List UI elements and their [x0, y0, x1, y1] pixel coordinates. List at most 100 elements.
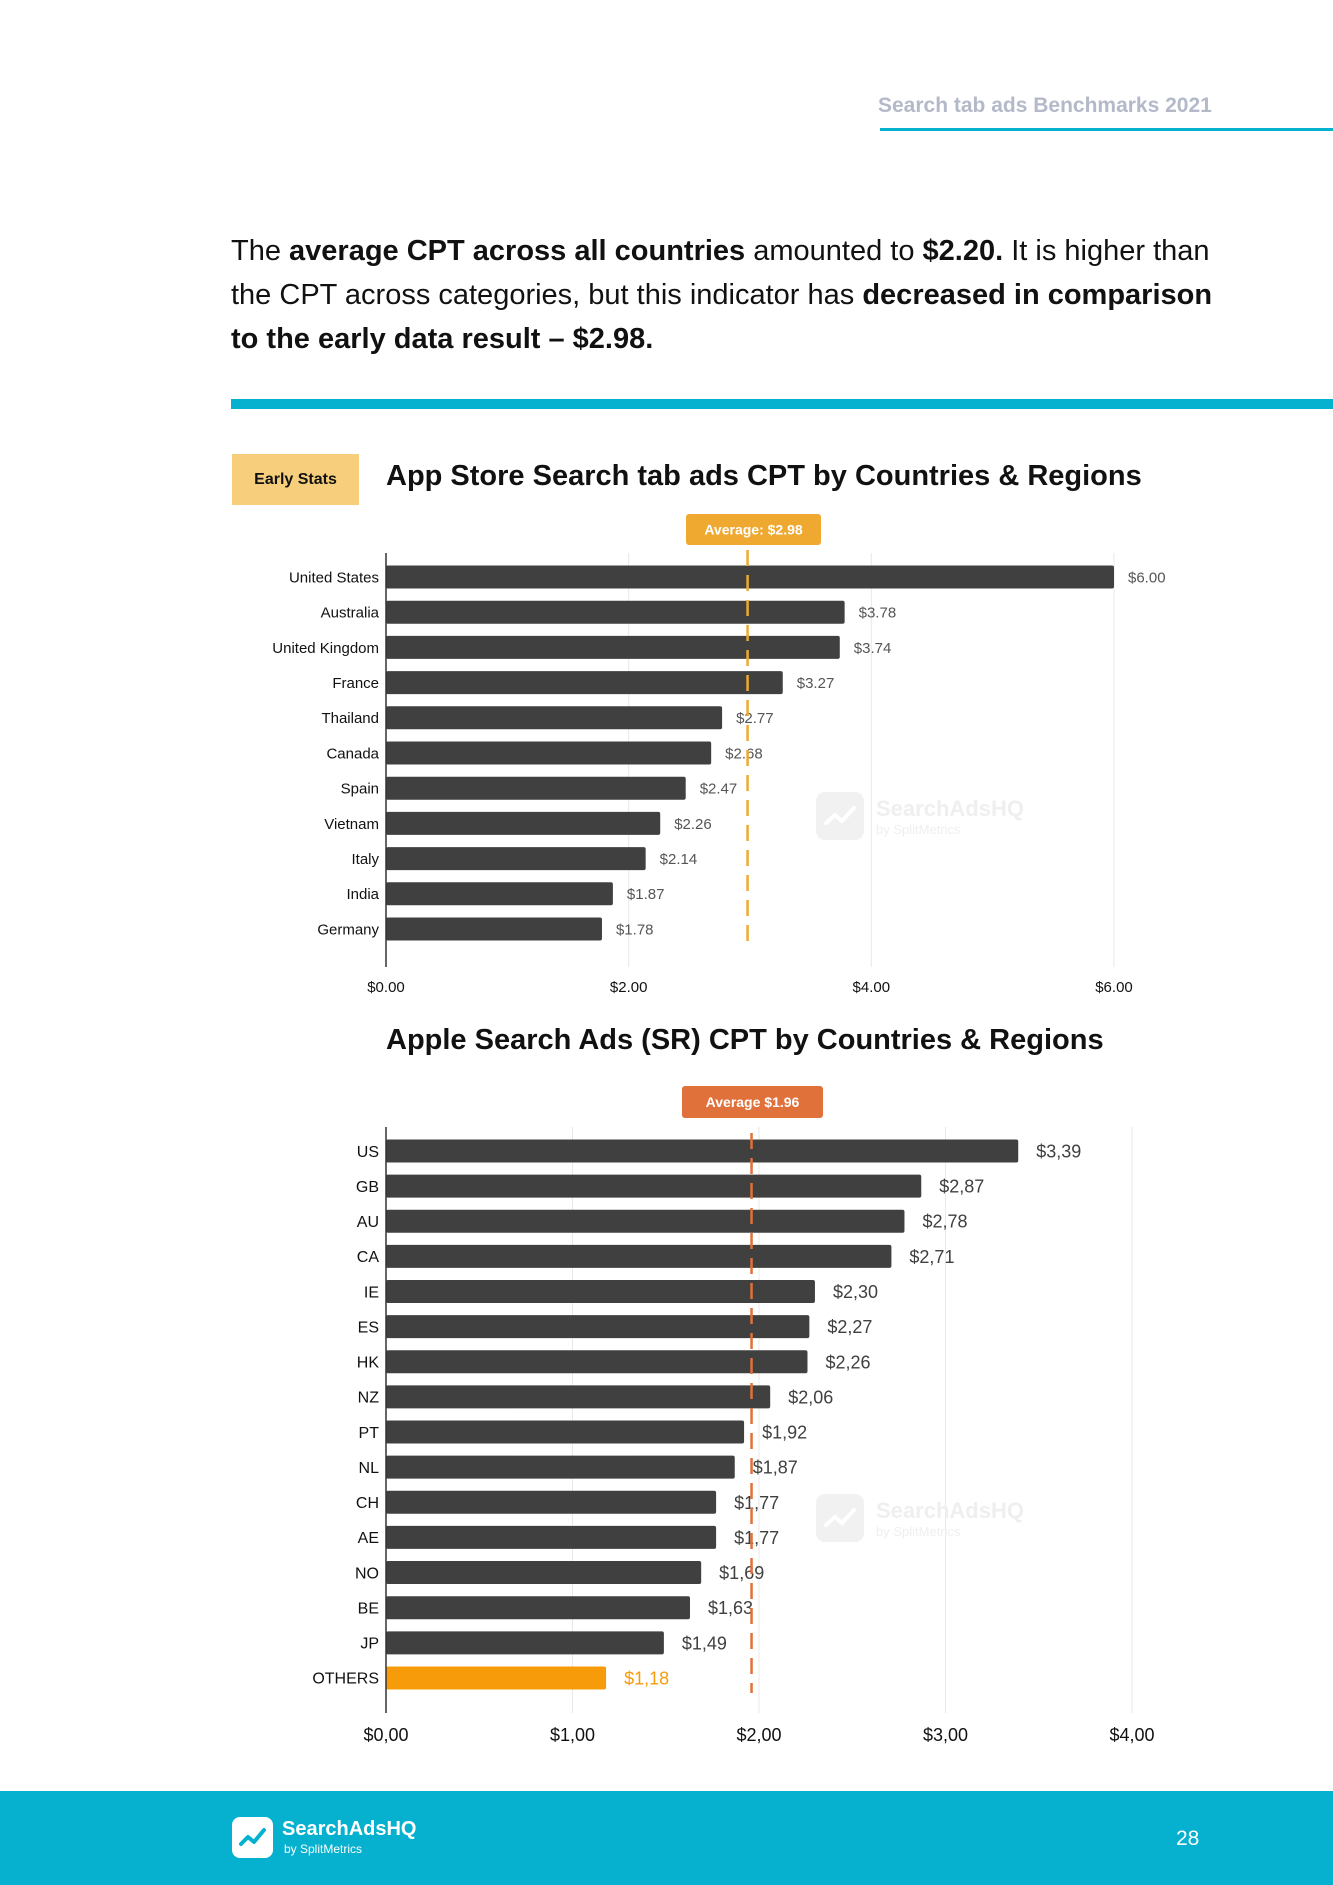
watermark-name: SearchAdsHQ — [876, 1498, 1024, 1523]
value-label: $1,63 — [708, 1598, 753, 1618]
x-tick-label: $4.00 — [853, 979, 891, 995]
bar — [386, 1420, 745, 1444]
bar — [386, 1350, 808, 1374]
watermark-icon — [816, 792, 864, 840]
watermark-name: SearchAdsHQ — [876, 796, 1024, 821]
category-label: Germany — [317, 921, 379, 938]
bar — [386, 1561, 702, 1585]
bar — [386, 671, 783, 695]
bar — [386, 1666, 607, 1690]
category-label: US — [357, 1144, 379, 1161]
intro-bold-1: average CPT across all countries — [289, 235, 746, 267]
bar — [386, 1455, 735, 1479]
bar — [386, 1244, 892, 1268]
bar — [386, 1631, 664, 1655]
value-label: $2,87 — [939, 1177, 984, 1197]
bar — [386, 776, 686, 800]
early-stats-badge: Early Stats — [232, 454, 359, 505]
value-label: $2.26 — [674, 816, 712, 833]
category-label: OTHERS — [312, 1671, 379, 1688]
bar — [386, 1596, 690, 1620]
category-label: United Kingdom — [272, 640, 379, 657]
bar — [386, 1490, 717, 1514]
value-label: $2.47 — [700, 781, 738, 798]
value-label: $1.87 — [627, 886, 665, 903]
bar — [386, 811, 661, 835]
category-label: Thailand — [321, 710, 379, 727]
value-label: $2.77 — [736, 710, 774, 727]
category-label: India — [346, 886, 379, 903]
page-number: 28 — [1176, 1827, 1200, 1850]
value-label: $1,92 — [762, 1423, 807, 1443]
bar — [386, 882, 613, 906]
header-underline — [880, 128, 1333, 131]
value-label: $2,26 — [825, 1352, 870, 1372]
category-label: IE — [364, 1284, 379, 1301]
average-label: Average $1.96 — [706, 1094, 800, 1110]
category-label: United States — [289, 569, 379, 586]
value-label: $2,78 — [922, 1212, 967, 1232]
value-label: $1,77 — [734, 1528, 779, 1548]
value-label: $3.74 — [854, 640, 892, 657]
category-label: PT — [359, 1425, 380, 1442]
x-tick-label: $3,00 — [923, 1725, 968, 1745]
category-label: CH — [356, 1495, 379, 1512]
watermark-subtitle: by SplitMetrics — [876, 822, 961, 837]
bar — [386, 600, 845, 624]
value-label: $2,27 — [827, 1317, 872, 1337]
logo-name: SearchAdsHQ — [282, 1818, 417, 1840]
category-label: NO — [355, 1565, 379, 1582]
chart-title-early: App Store Search tab ads CPT by Countrie… — [386, 460, 1142, 492]
chart-title-sr: Apple Search Ads (SR) CPT by Countries &… — [386, 1024, 1104, 1056]
value-label: $2.14 — [660, 851, 698, 868]
value-label: $3.78 — [859, 605, 897, 622]
intro-bold-3: decreased in comparison to the early dat… — [231, 279, 1213, 355]
category-label: CA — [357, 1249, 380, 1266]
category-label: France — [332, 675, 379, 692]
x-tick-label: $0,00 — [363, 1725, 408, 1745]
category-label: AE — [358, 1530, 379, 1547]
header-title: Search tab ads Benchmarks 2021 — [878, 94, 1212, 117]
category-label: ES — [358, 1319, 379, 1336]
value-label: $2,06 — [788, 1387, 833, 1407]
bar — [386, 1385, 771, 1409]
bar — [386, 741, 712, 765]
category-label: GB — [356, 1179, 379, 1196]
bar — [386, 1525, 717, 1549]
value-label: $1,87 — [753, 1458, 798, 1478]
category-label: Vietnam — [324, 816, 379, 833]
bar — [386, 1280, 815, 1304]
x-tick-label: $6.00 — [1095, 979, 1133, 995]
intro-bold-2: $2.20. — [922, 235, 1004, 267]
value-label: $1.78 — [616, 921, 654, 938]
value-label: $1,18 — [624, 1668, 669, 1688]
bar — [386, 706, 723, 730]
bar — [386, 1174, 922, 1198]
bar — [386, 847, 646, 871]
x-tick-label: $4,00 — [1109, 1725, 1154, 1745]
x-tick-label: $2,00 — [736, 1725, 781, 1745]
section-divider — [231, 399, 1333, 409]
category-label: BE — [358, 1600, 379, 1617]
category-label: NZ — [358, 1390, 380, 1407]
category-label: HK — [357, 1355, 380, 1372]
bar — [386, 1315, 810, 1339]
category-label: Spain — [341, 781, 379, 798]
footer-bar — [0, 1791, 1333, 1885]
intro-text-2: amounted to — [745, 235, 923, 267]
watermark-subtitle: by SplitMetrics — [876, 1524, 961, 1539]
bar — [386, 1209, 905, 1233]
intro-text-3: It is higher than the CPT across categor… — [231, 235, 1210, 311]
intro-text-1: The — [231, 235, 290, 267]
watermark-icon-mark — [824, 806, 856, 825]
category-label: Australia — [321, 605, 380, 622]
value-label: $6.00 — [1128, 569, 1166, 586]
average-badge — [682, 1086, 823, 1118]
value-label: $1,49 — [682, 1633, 727, 1653]
x-tick-label: $2.00 — [610, 979, 648, 995]
average-badge — [686, 514, 821, 545]
value-label: $2,30 — [833, 1282, 878, 1302]
value-label: $2,71 — [909, 1247, 954, 1267]
bar — [386, 635, 840, 659]
